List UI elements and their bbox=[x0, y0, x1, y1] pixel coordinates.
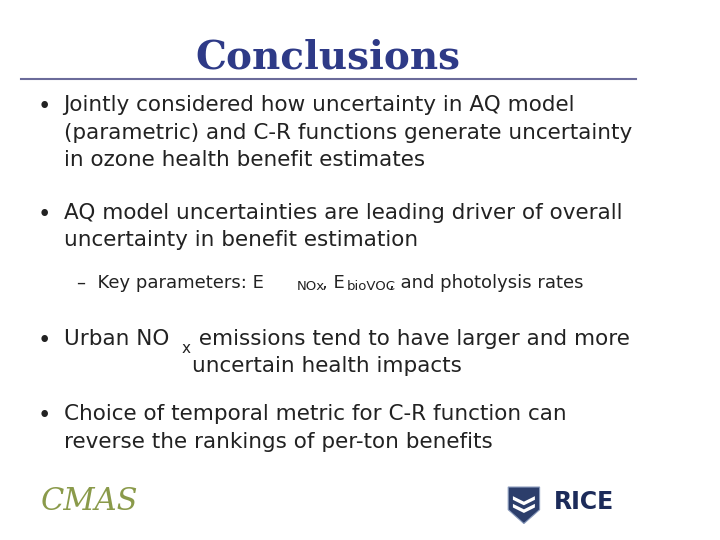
Text: •: • bbox=[37, 404, 50, 427]
Text: x: x bbox=[181, 341, 190, 356]
Text: –  Key parameters: E: – Key parameters: E bbox=[76, 274, 264, 292]
Text: •: • bbox=[37, 329, 50, 352]
Text: RICE: RICE bbox=[554, 490, 614, 514]
Text: bioVOC: bioVOC bbox=[347, 280, 396, 293]
Polygon shape bbox=[508, 487, 539, 524]
Text: •: • bbox=[37, 96, 50, 118]
Text: CMAS: CMAS bbox=[40, 485, 138, 516]
Text: , and photolysis rates: , and photolysis rates bbox=[389, 274, 583, 292]
Polygon shape bbox=[513, 504, 535, 513]
Text: Urban NO: Urban NO bbox=[63, 329, 169, 349]
Text: Choice of temporal metric for C-R function can
reverse the rankings of per-ton b: Choice of temporal metric for C-R functi… bbox=[63, 404, 566, 451]
Text: Jointly considered how uncertainty in AQ model
(parametric) and C-R functions ge: Jointly considered how uncertainty in AQ… bbox=[63, 96, 631, 170]
Text: Conclusions: Conclusions bbox=[196, 39, 461, 77]
Text: , E: , E bbox=[323, 274, 345, 292]
Text: NOx: NOx bbox=[297, 280, 325, 293]
Text: emissions tend to have larger and more
uncertain health impacts: emissions tend to have larger and more u… bbox=[192, 329, 630, 376]
Polygon shape bbox=[513, 496, 535, 505]
Text: AQ model uncertainties are leading driver of overall
uncertainty in benefit esti: AQ model uncertainties are leading drive… bbox=[63, 203, 622, 250]
Text: •: • bbox=[37, 203, 50, 226]
